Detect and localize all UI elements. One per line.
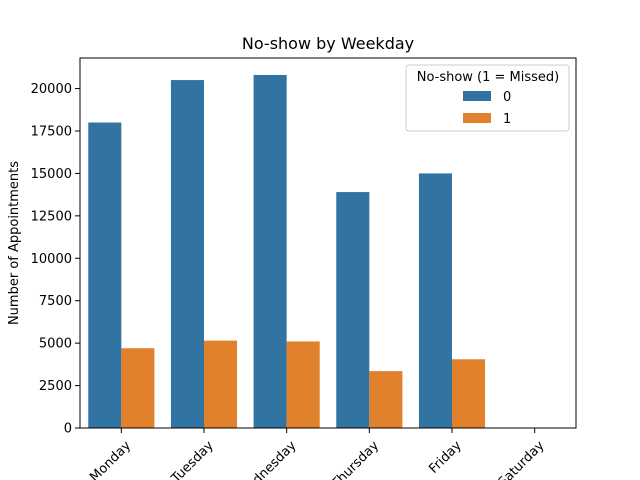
legend-swatch-1 [463, 113, 491, 123]
x-axis: Monday Tuesday Wednesday Thursday Friday Satu… [87, 428, 548, 480]
legend-title: No-show (1 = Missed) [417, 70, 560, 85]
y-tick-label: 2500 [39, 379, 72, 394]
y-tick-label: 20000 [31, 82, 72, 97]
x-tick-label-friday: Friday [426, 438, 465, 477]
bar-monday-series-0 [88, 122, 122, 428]
legend: No-show (1 = Missed) 0 1 [405, 64, 570, 132]
y-tick-label: 5000 [39, 337, 72, 352]
y-tick-label: 0 [64, 422, 72, 437]
legend-entry-0: 0 [503, 90, 511, 105]
plot-frame [79, 57, 577, 429]
bar-friday-series-0 [418, 173, 452, 428]
bar-wednesday-series-0 [253, 74, 287, 429]
bars-group [88, 74, 568, 429]
bar-monday-series-1 [121, 348, 155, 428]
bar-tuesday-series-0 [170, 80, 204, 429]
x-tick-label-tuesday: Tuesday [168, 438, 217, 480]
x-tick-label-monday: Monday [87, 438, 134, 480]
bar-wednesday-series-1 [286, 341, 320, 428]
legend-swatch-0 [463, 91, 491, 101]
y-axis-label: Number of Appointments [7, 161, 22, 325]
y-tick-label: 12500 [31, 209, 72, 224]
x-tick-label-saturday: Saturday [495, 438, 547, 480]
legend-entry-1: 1 [503, 112, 511, 127]
x-tick-label-wednesday: Wednesday [236, 438, 300, 480]
bar-tuesday-series-1 [204, 340, 238, 428]
bar-thursday-series-0 [336, 192, 370, 428]
y-tick-label: 7500 [39, 294, 72, 309]
y-tick-label: 17500 [31, 124, 72, 139]
x-tick-label-thursday: Thursday [328, 438, 382, 480]
bar-thursday-series-1 [369, 371, 403, 428]
y-tick-label: 10000 [31, 252, 72, 267]
y-axis: 0 2500 5000 7500 10000 12500 15000 17500 20000 [31, 82, 80, 437]
bar-friday-series-1 [452, 359, 486, 428]
chart-title: No-show by Weekday [242, 34, 414, 53]
y-tick-label: 15000 [31, 167, 72, 182]
